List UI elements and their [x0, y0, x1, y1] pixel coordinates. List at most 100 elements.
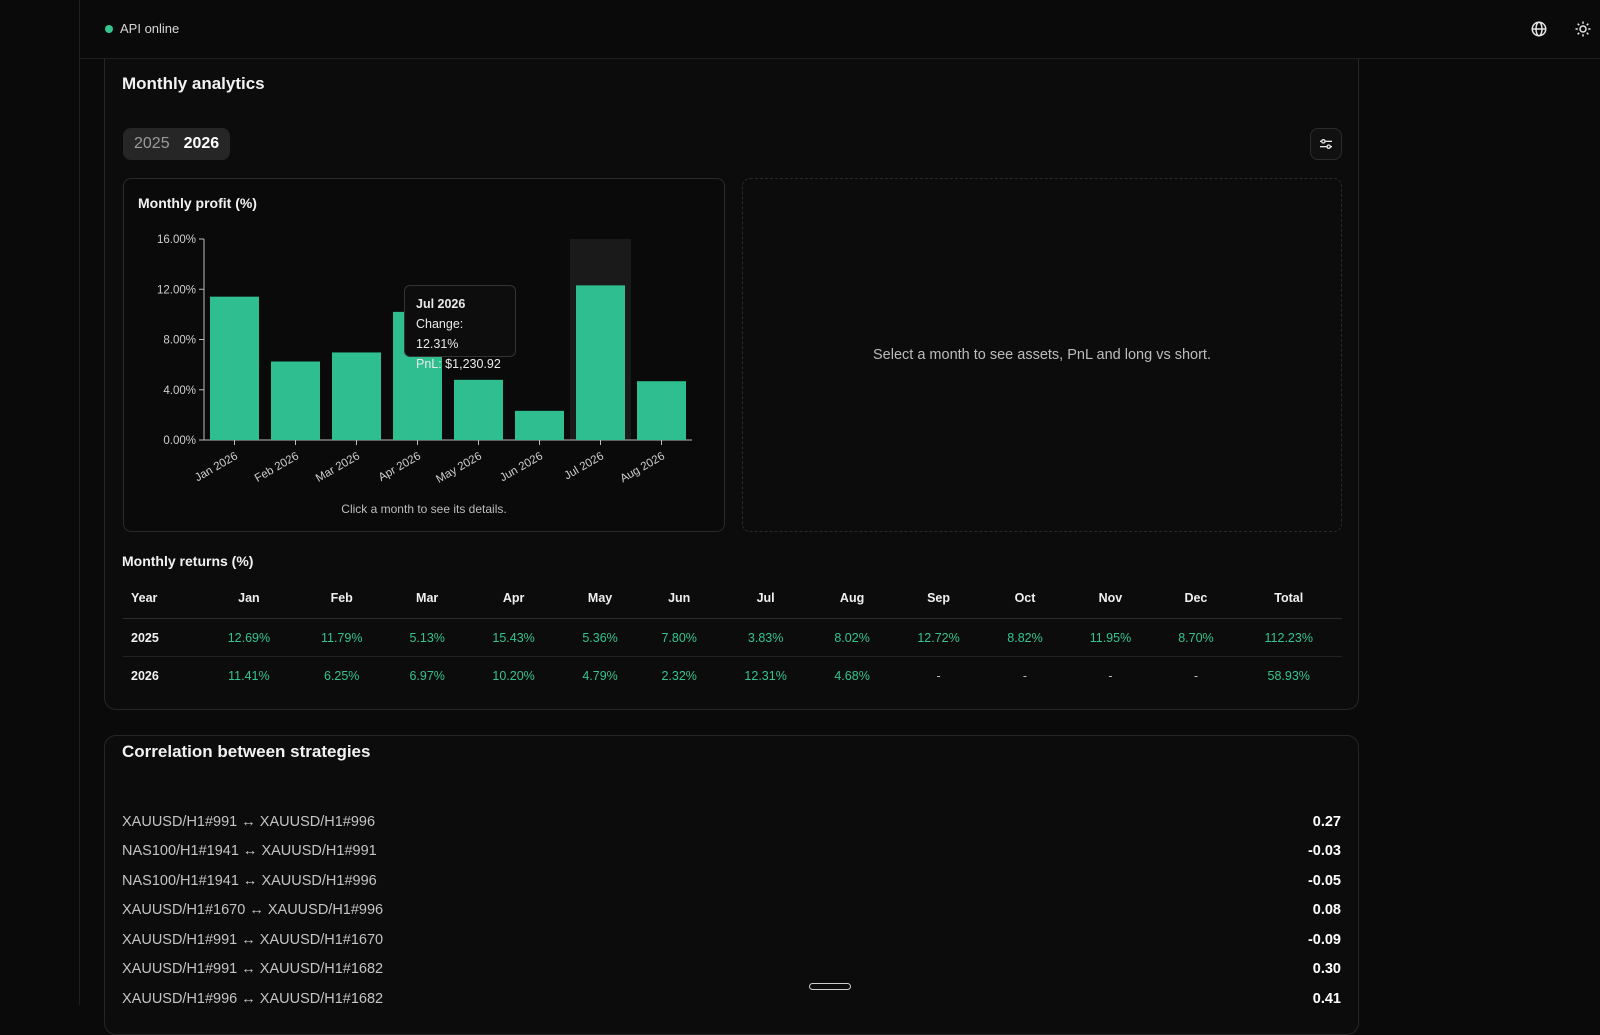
returns-value-cell: -	[1193, 668, 1198, 683]
sliders-icon	[1320, 139, 1332, 149]
y-tick-label: 0.00%	[163, 435, 196, 447]
correlation-value: -0.09	[1307, 931, 1341, 948]
x-tick-label: Mar 2026	[314, 450, 362, 485]
correlation-pair: NAS100/H1#1941 ↔ XAUUSD/H1#991	[122, 843, 377, 860]
returns-header-year: Year	[123, 578, 202, 619]
bar-may-2026[interactable]	[454, 379, 503, 440]
x-tick-label: May 2026	[434, 450, 484, 486]
monthly-analytics-panel: Monthly analytics 2025 2026 Monthly prof…	[104, 58, 1359, 710]
sun-icon[interactable]	[1572, 18, 1594, 40]
x-tick-label: Jun 2026	[498, 450, 545, 484]
detail-placeholder-text: Select a month to see assets, PnL and lo…	[873, 347, 1211, 363]
returns-value-cell: 112.23%	[1235, 618, 1342, 657]
y-tick-label: 12.00%	[157, 284, 196, 296]
returns-header-may: May	[560, 578, 640, 619]
tooltip-change: Change: 12.31%	[416, 317, 464, 351]
list-item: XAUUSD/H1#1670 ↔ XAUUSD/H1#996 0.08	[122, 896, 1341, 926]
bar-chart: 0.00% 4.00% 8.00% 12.00% 16.00% Jan 2026 Feb 2…	[157, 234, 692, 486]
correlation-pair: XAUUSD/H1#991 ↔ XAUUSD/H1#1682	[122, 961, 384, 978]
bar-jun-2026[interactable]	[515, 410, 564, 440]
returns-value-cell: 8.82%	[985, 618, 1065, 657]
returns-header-oct: Oct	[985, 578, 1065, 619]
correlation-pair: XAUUSD/H1#991 ↔ XAUUSD/H1#996	[122, 813, 376, 830]
year-toggle: 2025 2026	[123, 128, 231, 160]
returns-value-cell: 12.31%	[744, 668, 787, 683]
correlation-list: XAUUSD/H1#991 ↔ XAUUSD/H1#996 0.27 NAS100/…	[122, 807, 1341, 1014]
top-bar: API online	[80, 0, 1600, 59]
year-option-2025[interactable]: 2025	[134, 135, 170, 152]
bar-feb-2026[interactable]	[271, 361, 320, 440]
chart-tooltip: Jul 2026 Change: 12.31% PnL: $1,230.92	[404, 285, 516, 371]
returns-header-aug: Aug	[812, 578, 892, 619]
correlation-pair: XAUUSD/H1#996 ↔ XAUUSD/H1#1682	[122, 990, 384, 1007]
returns-header-row: Year Jan Feb Mar Apr May Jun Jul Aug Sep Oct Nov Dec…	[123, 578, 1342, 619]
correlation-title: Correlation between strategies	[122, 742, 371, 761]
x-tick-label: Aug 2026	[618, 450, 667, 485]
returns-value-cell: 3.83%	[718, 618, 813, 657]
returns-value-cell: -	[1022, 668, 1028, 683]
list-item: XAUUSD/H1#991 ↔ XAUUSD/H1#1682 0.30	[122, 955, 1341, 985]
returns-value-cell: 4.79%	[582, 668, 618, 683]
correlation-value: -0.05	[1307, 872, 1341, 889]
api-status-label: API online	[120, 21, 180, 36]
returns-header-mar: Mar	[387, 578, 467, 619]
monthly-profit-chart: Monthly profit (%) 0.00% 4.00% 8.00% 12.00%…	[123, 178, 725, 532]
bar-mar-2026[interactable]	[332, 352, 381, 440]
monthly-returns-title: Monthly returns (%)	[122, 553, 254, 569]
list-item: NAS100/H1#1941 ↔ XAUUSD/H1#991 -0.03	[122, 837, 1341, 867]
bar-aug-2026[interactable]	[637, 381, 686, 440]
returns-year-cell: 2026	[131, 668, 159, 683]
returns-header-total: Total	[1235, 578, 1342, 619]
tooltip-pnl: PnL: $1,230.92	[416, 357, 501, 371]
returns-header-nov: Nov	[1064, 578, 1157, 619]
table-row: 2026 11.41% 6.25% 6.97% 10.20% 4.79% 2.32% 12.3…	[123, 657, 1342, 695]
x-tick-label: Jan 2026	[193, 450, 240, 484]
returns-header-jun: Jun	[639, 578, 719, 619]
table-row: 2025 12.69% 11.79% 5.13% 15.43% 5.36% 7.80% 3.8…	[123, 618, 1342, 657]
y-tick-label: 16.00%	[157, 234, 196, 246]
correlation-value: 0.41	[1312, 990, 1341, 1007]
returns-value-cell: 12.72%	[891, 618, 986, 657]
returns-value-cell: 6.25%	[323, 668, 360, 683]
correlation-value: 0.30	[1312, 961, 1341, 978]
tooltip-title: Jul 2026	[416, 297, 466, 311]
globe-icon[interactable]	[1528, 18, 1550, 40]
filter-button[interactable]	[1310, 128, 1342, 160]
bar-jul-2026[interactable]	[576, 285, 625, 440]
y-tick-label: 8.00%	[163, 335, 196, 347]
returns-header-sep: Sep	[891, 578, 986, 619]
returns-year-cell: 2025	[123, 618, 202, 657]
returns-header-feb: Feb	[295, 578, 388, 619]
correlation-value: 0.08	[1312, 902, 1341, 919]
returns-header-jan: Jan	[202, 578, 296, 619]
returns-value-cell: 15.43%	[466, 618, 561, 657]
monthly-returns-table: Year Jan Feb Mar Apr May Jun Jul Aug Sep Oct Nov Dec…	[123, 578, 1342, 694]
x-tick-label: Apr 2026	[377, 450, 423, 484]
x-tick-label: Feb 2026	[253, 450, 301, 485]
y-tick-label: 4.00%	[163, 385, 196, 397]
correlation-value: 0.27	[1312, 813, 1341, 830]
returns-value-cell: -	[1108, 668, 1113, 683]
returns-value-cell: 4.68%	[834, 668, 870, 683]
returns-header-dec: Dec	[1156, 578, 1236, 619]
returns-value-cell: 7.80%	[639, 618, 719, 657]
returns-value-cell: 8.70%	[1156, 618, 1236, 657]
bar-jan-2026[interactable]	[210, 296, 259, 440]
returns-value-cell: 2.32%	[661, 668, 697, 683]
year-option-2026[interactable]: 2026	[183, 135, 220, 152]
correlation-pair: XAUUSD/H1#1670 ↔ XAUUSD/H1#996	[122, 902, 384, 919]
returns-value-cell: 6.97%	[409, 668, 445, 683]
scroll-handle[interactable]	[809, 983, 851, 990]
list-item: NAS100/H1#1941 ↔ XAUUSD/H1#996 -0.05	[122, 866, 1341, 896]
returns-value-cell: 12.69%	[202, 618, 296, 657]
month-detail-placeholder: Select a month to see assets, PnL and lo…	[742, 178, 1342, 532]
correlation-panel: Correlation between strategies XAUUSD/H1…	[104, 735, 1359, 1035]
monthly-analytics-title: Monthly analytics	[122, 74, 265, 93]
sidebar	[0, 0, 80, 1005]
returns-header-jul: Jul	[718, 578, 813, 619]
returns-value-cell: 5.36%	[560, 618, 640, 657]
list-item: XAUUSD/H1#991 ↔ XAUUSD/H1#996 0.27	[122, 807, 1341, 837]
returns-value-cell: 11.95%	[1064, 618, 1157, 657]
returns-value-cell: 5.13%	[387, 618, 467, 657]
returns-value-cell: 10.20%	[492, 668, 535, 683]
